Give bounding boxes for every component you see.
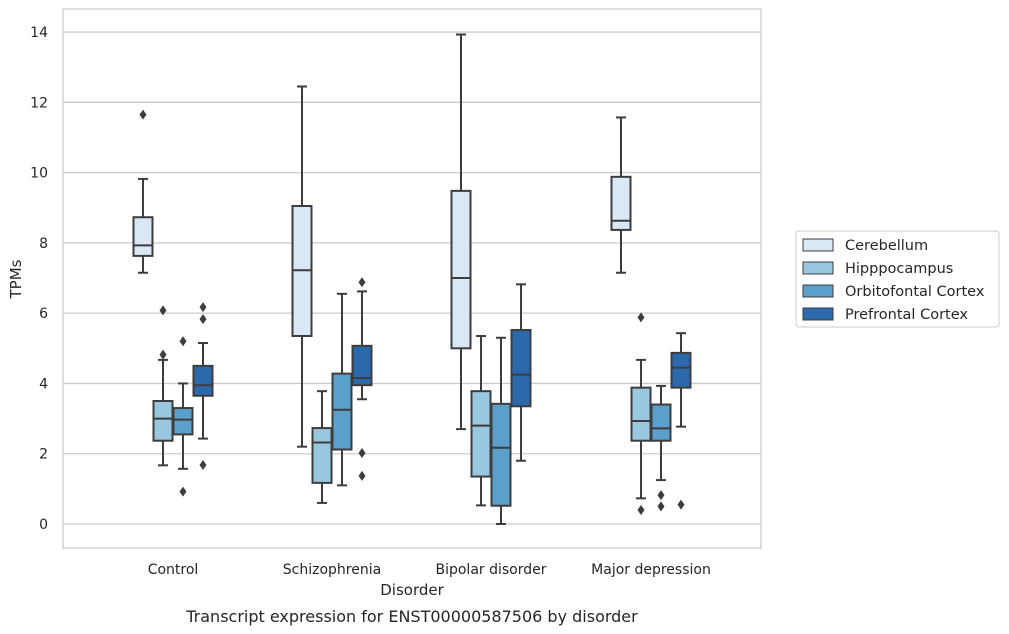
outlier-point — [637, 504, 645, 515]
y-tick-label: 12 — [30, 95, 48, 111]
outlier-point — [657, 490, 665, 501]
legend-swatch — [802, 261, 834, 275]
series-cerebellum — [132, 33, 632, 448]
box-iqr — [351, 344, 373, 387]
box-iqr — [450, 189, 472, 350]
box-mark — [331, 292, 353, 487]
x-tick-label: Major depression — [591, 562, 711, 578]
chart-caption: Transcript expression for ENST0000058750… — [185, 607, 638, 626]
box-mark — [490, 336, 512, 525]
y-tick-label: 14 — [30, 25, 48, 41]
box-mark — [610, 116, 632, 274]
box-mark — [650, 384, 672, 512]
outlier-point — [199, 459, 207, 470]
outlier-point — [657, 501, 665, 512]
box-iqr — [192, 364, 214, 397]
series-orbitofontal-cortex — [172, 292, 672, 525]
outlier-point — [358, 448, 366, 459]
box-mark — [152, 305, 174, 467]
box-mark — [291, 85, 313, 448]
box-mark — [132, 109, 154, 274]
box-iqr — [510, 329, 532, 408]
plot-area-frame — [62, 8, 762, 549]
outlier-point — [179, 336, 187, 347]
box-iqr — [630, 386, 652, 442]
box-iqr — [650, 403, 672, 442]
box-iqr — [610, 175, 632, 231]
box-iqr — [132, 216, 154, 257]
series-prefrontal-cortex — [192, 277, 692, 510]
y-tick-label: 0 — [39, 517, 48, 533]
legend-swatch — [802, 284, 834, 298]
y-tick-label: 4 — [39, 376, 48, 392]
y-tick-label: 10 — [30, 166, 48, 182]
box-mark — [670, 332, 692, 510]
outlier-point — [159, 305, 167, 316]
x-axis-title: Disorder — [380, 581, 444, 599]
box-mark — [351, 277, 373, 481]
y-tick-label: 8 — [39, 236, 48, 252]
y-tick-label: 2 — [39, 447, 48, 463]
legend-swatch — [802, 307, 834, 321]
box-mark — [192, 302, 214, 470]
outlier-point — [199, 302, 207, 313]
outlier-point — [677, 499, 685, 510]
x-tick-label: Control — [148, 562, 199, 578]
box-mark — [311, 390, 333, 504]
legend-label: Prefrontal Cortex — [845, 307, 968, 323]
y-axis-title: TPMs — [7, 259, 25, 299]
outlier-point — [139, 109, 147, 120]
legend: Cerebellum Hipppocampus Orbitofontal Corte… — [795, 230, 1000, 328]
box-mark — [172, 336, 194, 497]
outlier-point — [159, 349, 167, 360]
x-tick-label: Bipolar disorder — [435, 562, 546, 578]
y-tick-labels: 0 2 4 6 8 10 12 14 — [30, 25, 48, 533]
x-tick-label: Schizophrenia — [283, 562, 381, 578]
legend-label: Orbitofontal Cortex — [845, 284, 985, 300]
box-mark — [510, 283, 532, 462]
outlier-point — [199, 314, 207, 325]
box-iqr — [470, 390, 492, 478]
outlier-point — [358, 470, 366, 481]
series-hipppocampus — [152, 305, 652, 515]
box-iqr — [152, 400, 174, 442]
box-plot-series — [132, 33, 692, 525]
outlier-point — [179, 486, 187, 497]
box-mark — [450, 33, 472, 431]
box-mark — [630, 312, 652, 515]
box-iqr — [670, 351, 692, 389]
box-iqr — [490, 402, 512, 507]
outlier-point — [637, 312, 645, 323]
x-tick-labels: Control Schizophrenia Bipolar disorder Majo… — [148, 562, 711, 578]
box-iqr — [311, 427, 333, 484]
gridlines — [63, 31, 761, 525]
box-iqr — [172, 407, 194, 436]
legend-swatch — [802, 238, 834, 252]
legend-label: Hipppocampus — [845, 261, 953, 277]
legend-label: Cerebellum — [845, 238, 928, 254]
box-mark — [470, 335, 492, 507]
outlier-point — [358, 277, 366, 288]
legend-frame — [795, 230, 1000, 328]
box-iqr — [331, 372, 353, 451]
y-tick-label: 6 — [39, 306, 48, 322]
